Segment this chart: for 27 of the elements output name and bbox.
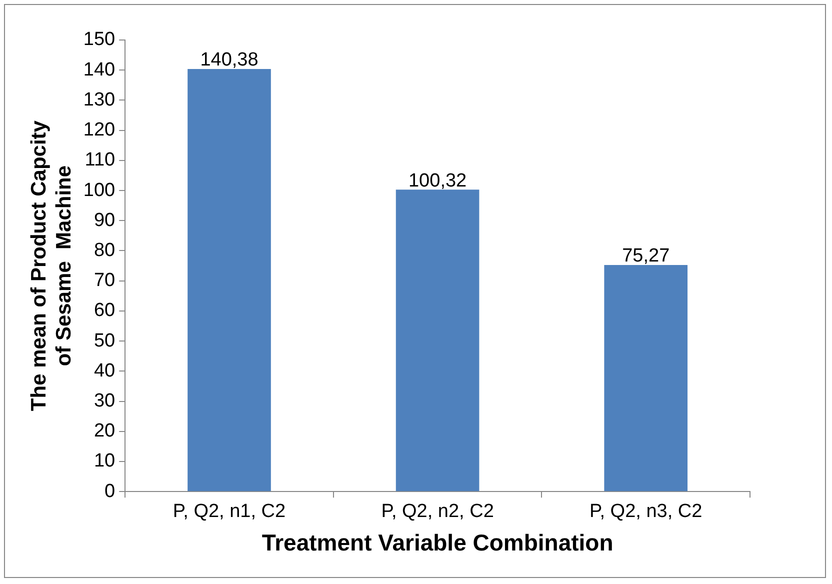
bar (396, 190, 480, 492)
bar (604, 264, 688, 492)
y-tick-label: 150 (83, 29, 116, 50)
y-tick-label: 80 (94, 240, 116, 261)
y-tick-label: 20 (94, 420, 116, 442)
bar (188, 68, 271, 492)
y-tick-label: 50 (94, 330, 116, 352)
y-tick-label: 110 (84, 150, 116, 171)
x-axis-title: Treatment Variable Combination (262, 530, 614, 556)
y-tick-label: 120 (83, 120, 116, 141)
y-tick-label: 40 (94, 360, 116, 382)
y-tick-label: 140 (83, 59, 116, 80)
y-tick-label: 130 (83, 89, 116, 110)
data-label: 75,27 (622, 246, 670, 267)
y-tick-label: 30 (94, 390, 116, 412)
data-label: 140,38 (200, 50, 258, 71)
y-axis-title: The mean of Product Capcity of Sesame Machine (27, 120, 76, 412)
x-tick-label: P, Q2, n3, C2 (590, 501, 702, 522)
data-label: 100,32 (408, 170, 467, 192)
y-tick-label: 0 (104, 480, 116, 502)
x-tick-label: P, Q2, n1, C2 (172, 501, 286, 522)
y-tick-label: 100 (83, 180, 116, 201)
y-tick-label: 60 (94, 300, 116, 322)
y-tick-label: 70 (94, 270, 116, 292)
x-tick-label: P, Q2, n2, C2 (381, 501, 494, 522)
y-tick-label: 10 (94, 450, 116, 472)
y-tick-label: 90 (94, 210, 116, 231)
